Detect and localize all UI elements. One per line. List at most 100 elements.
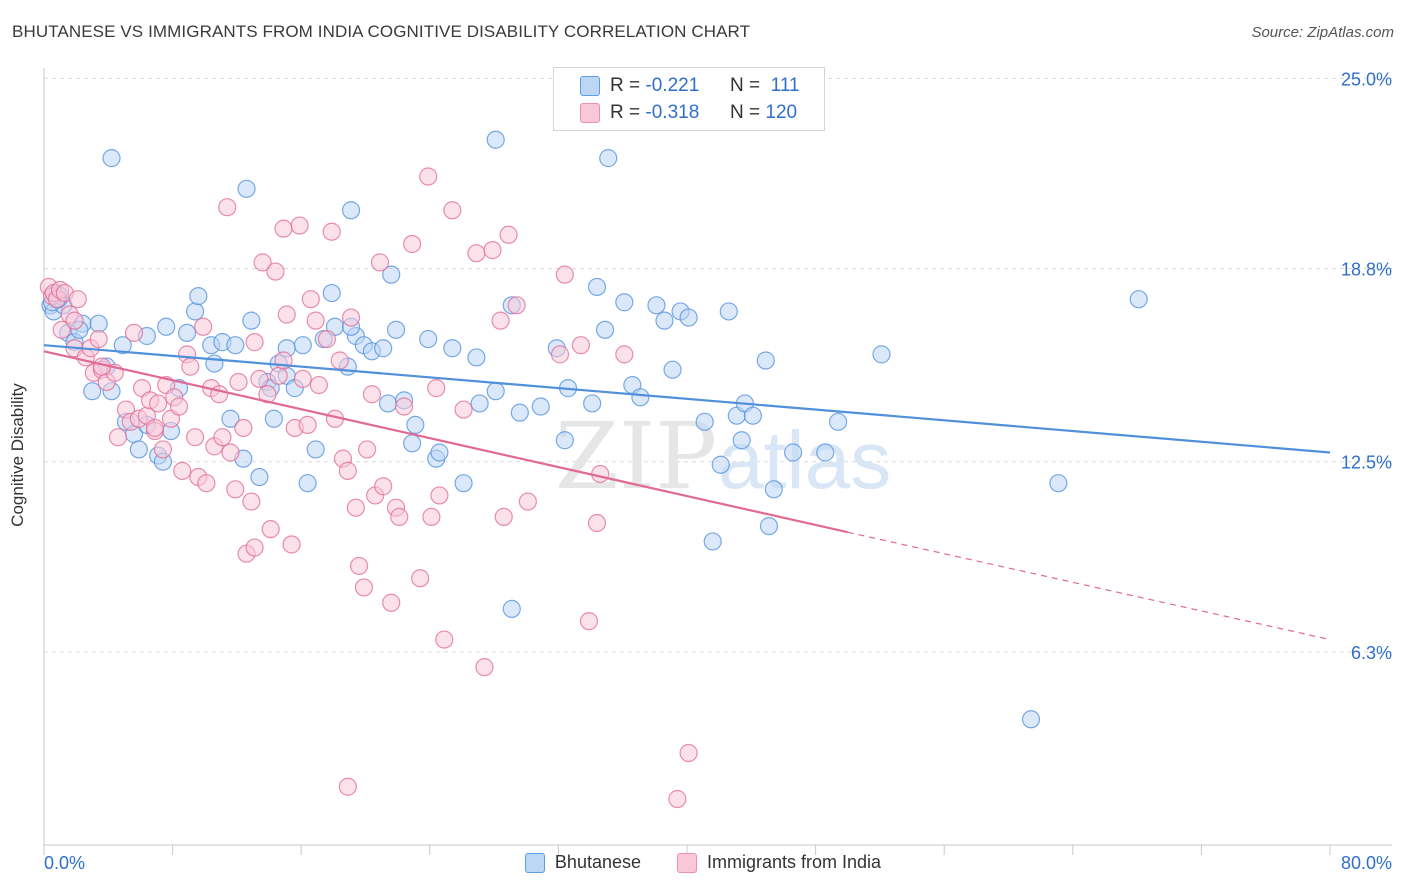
point-series-0 [89,314,108,333]
point-series-1 [149,394,168,413]
point-series-0 [531,397,550,416]
point-series-1 [435,630,454,649]
y-tick-label: 18.8% [1341,260,1392,280]
point-series-0 [157,317,176,336]
point-series-0 [386,320,406,339]
point-series-0 [242,311,261,330]
point-series-0 [102,149,121,168]
point-series-0 [711,455,730,474]
point-series-1 [290,216,309,235]
point-series-1 [89,329,108,349]
legend-item-india[interactable]: Immigrants from India [677,852,881,873]
series-legend: Bhutanese Immigrants from India [0,852,1406,873]
point-series-1 [197,474,216,493]
point-series-0 [374,339,393,358]
point-series-1 [226,480,245,499]
point-series-0 [631,388,650,407]
point-series-0 [829,412,848,431]
watermark-zip: ZIP [555,403,717,510]
point-series-1 [245,333,264,352]
legend-swatch-india [580,103,600,123]
point-series-1 [298,415,317,435]
watermark: ZIP atlas [555,403,891,510]
point-series-0 [743,406,763,425]
point-series-1 [194,317,213,336]
trend-line-extension-series-1 [847,531,1331,641]
point-series-1 [518,492,537,511]
point-series-0 [470,394,489,413]
point-series-0 [583,394,602,413]
point-series-0 [510,403,529,422]
point-series-0 [189,287,208,306]
point-series-1 [145,418,165,438]
point-series-1 [341,308,361,327]
point-series-1 [301,290,320,309]
point-series-1 [555,265,574,284]
point-series-0 [264,409,283,428]
legend-row-bhutanese: R = -0.221 N = 111 [580,73,800,99]
legend-row-india: R = -0.318 N = 120 [580,100,797,126]
point-series-1 [382,593,401,612]
point-series-1 [153,440,173,459]
point-series-1 [346,498,365,517]
point-series-0 [250,467,269,487]
point-series-1 [591,464,610,484]
point-series-0 [430,443,449,462]
y-tick-label: 25.0% [1341,69,1392,89]
point-series-1 [338,777,357,796]
chart-source: Source: ZipAtlas.com [1251,24,1394,41]
data-points [39,130,1148,809]
point-series-1 [173,461,192,480]
point-series-1 [317,329,337,349]
point-series-0 [486,382,505,401]
y-tick-label: 12.5% [1341,453,1392,473]
point-series-1 [679,743,698,763]
point-series-1 [293,369,312,389]
point-series-1 [65,311,84,330]
trend-line-series-1 [43,350,848,534]
point-series-1 [306,311,325,330]
point-series-0 [587,277,607,297]
point-series-0 [615,293,634,312]
point-series-0 [555,431,574,450]
point-series-1 [253,253,272,272]
point-series-1 [250,369,269,389]
point-series-1 [229,372,248,392]
point-series-1 [169,397,189,416]
point-series-1 [550,345,570,364]
y-tick-labels: 6.3% 12.5% 18.8% 25.0% [1341,69,1392,662]
trend-line-series-0 [43,344,1331,454]
point-series-1 [507,296,526,315]
point-series-1 [430,486,449,505]
axes [43,68,1392,855]
point-series-0 [759,516,779,536]
point-series-0 [83,382,102,401]
point-series-1 [587,513,607,533]
chart-title: BHUTANESE VS IMMIGRANTS FROM INDIA COGNI… [12,22,751,41]
point-series-1 [242,492,261,511]
point-series-0 [113,336,132,355]
point-series-1 [427,379,446,398]
point-series-1 [277,305,296,324]
point-series-1 [245,538,264,557]
point-series-0 [237,179,256,198]
point-series-1 [261,520,280,539]
point-series-0 [221,409,240,428]
point-series-1 [181,357,200,376]
point-series-1 [186,428,205,447]
point-series-0 [129,440,148,459]
point-series-0 [756,351,775,370]
point-series-1 [499,225,518,244]
point-series-0 [732,431,751,450]
point-series-0 [599,149,618,168]
legend-item-bhutanese[interactable]: Bhutanese [524,852,641,873]
point-series-1 [571,336,591,355]
point-series-0 [205,354,224,373]
point-series-1 [370,253,390,272]
watermark-atlas: atlas [718,415,891,506]
point-series-1 [322,222,341,241]
point-series-1 [330,351,349,370]
point-series-0 [443,339,462,358]
point-series-0 [719,302,738,321]
